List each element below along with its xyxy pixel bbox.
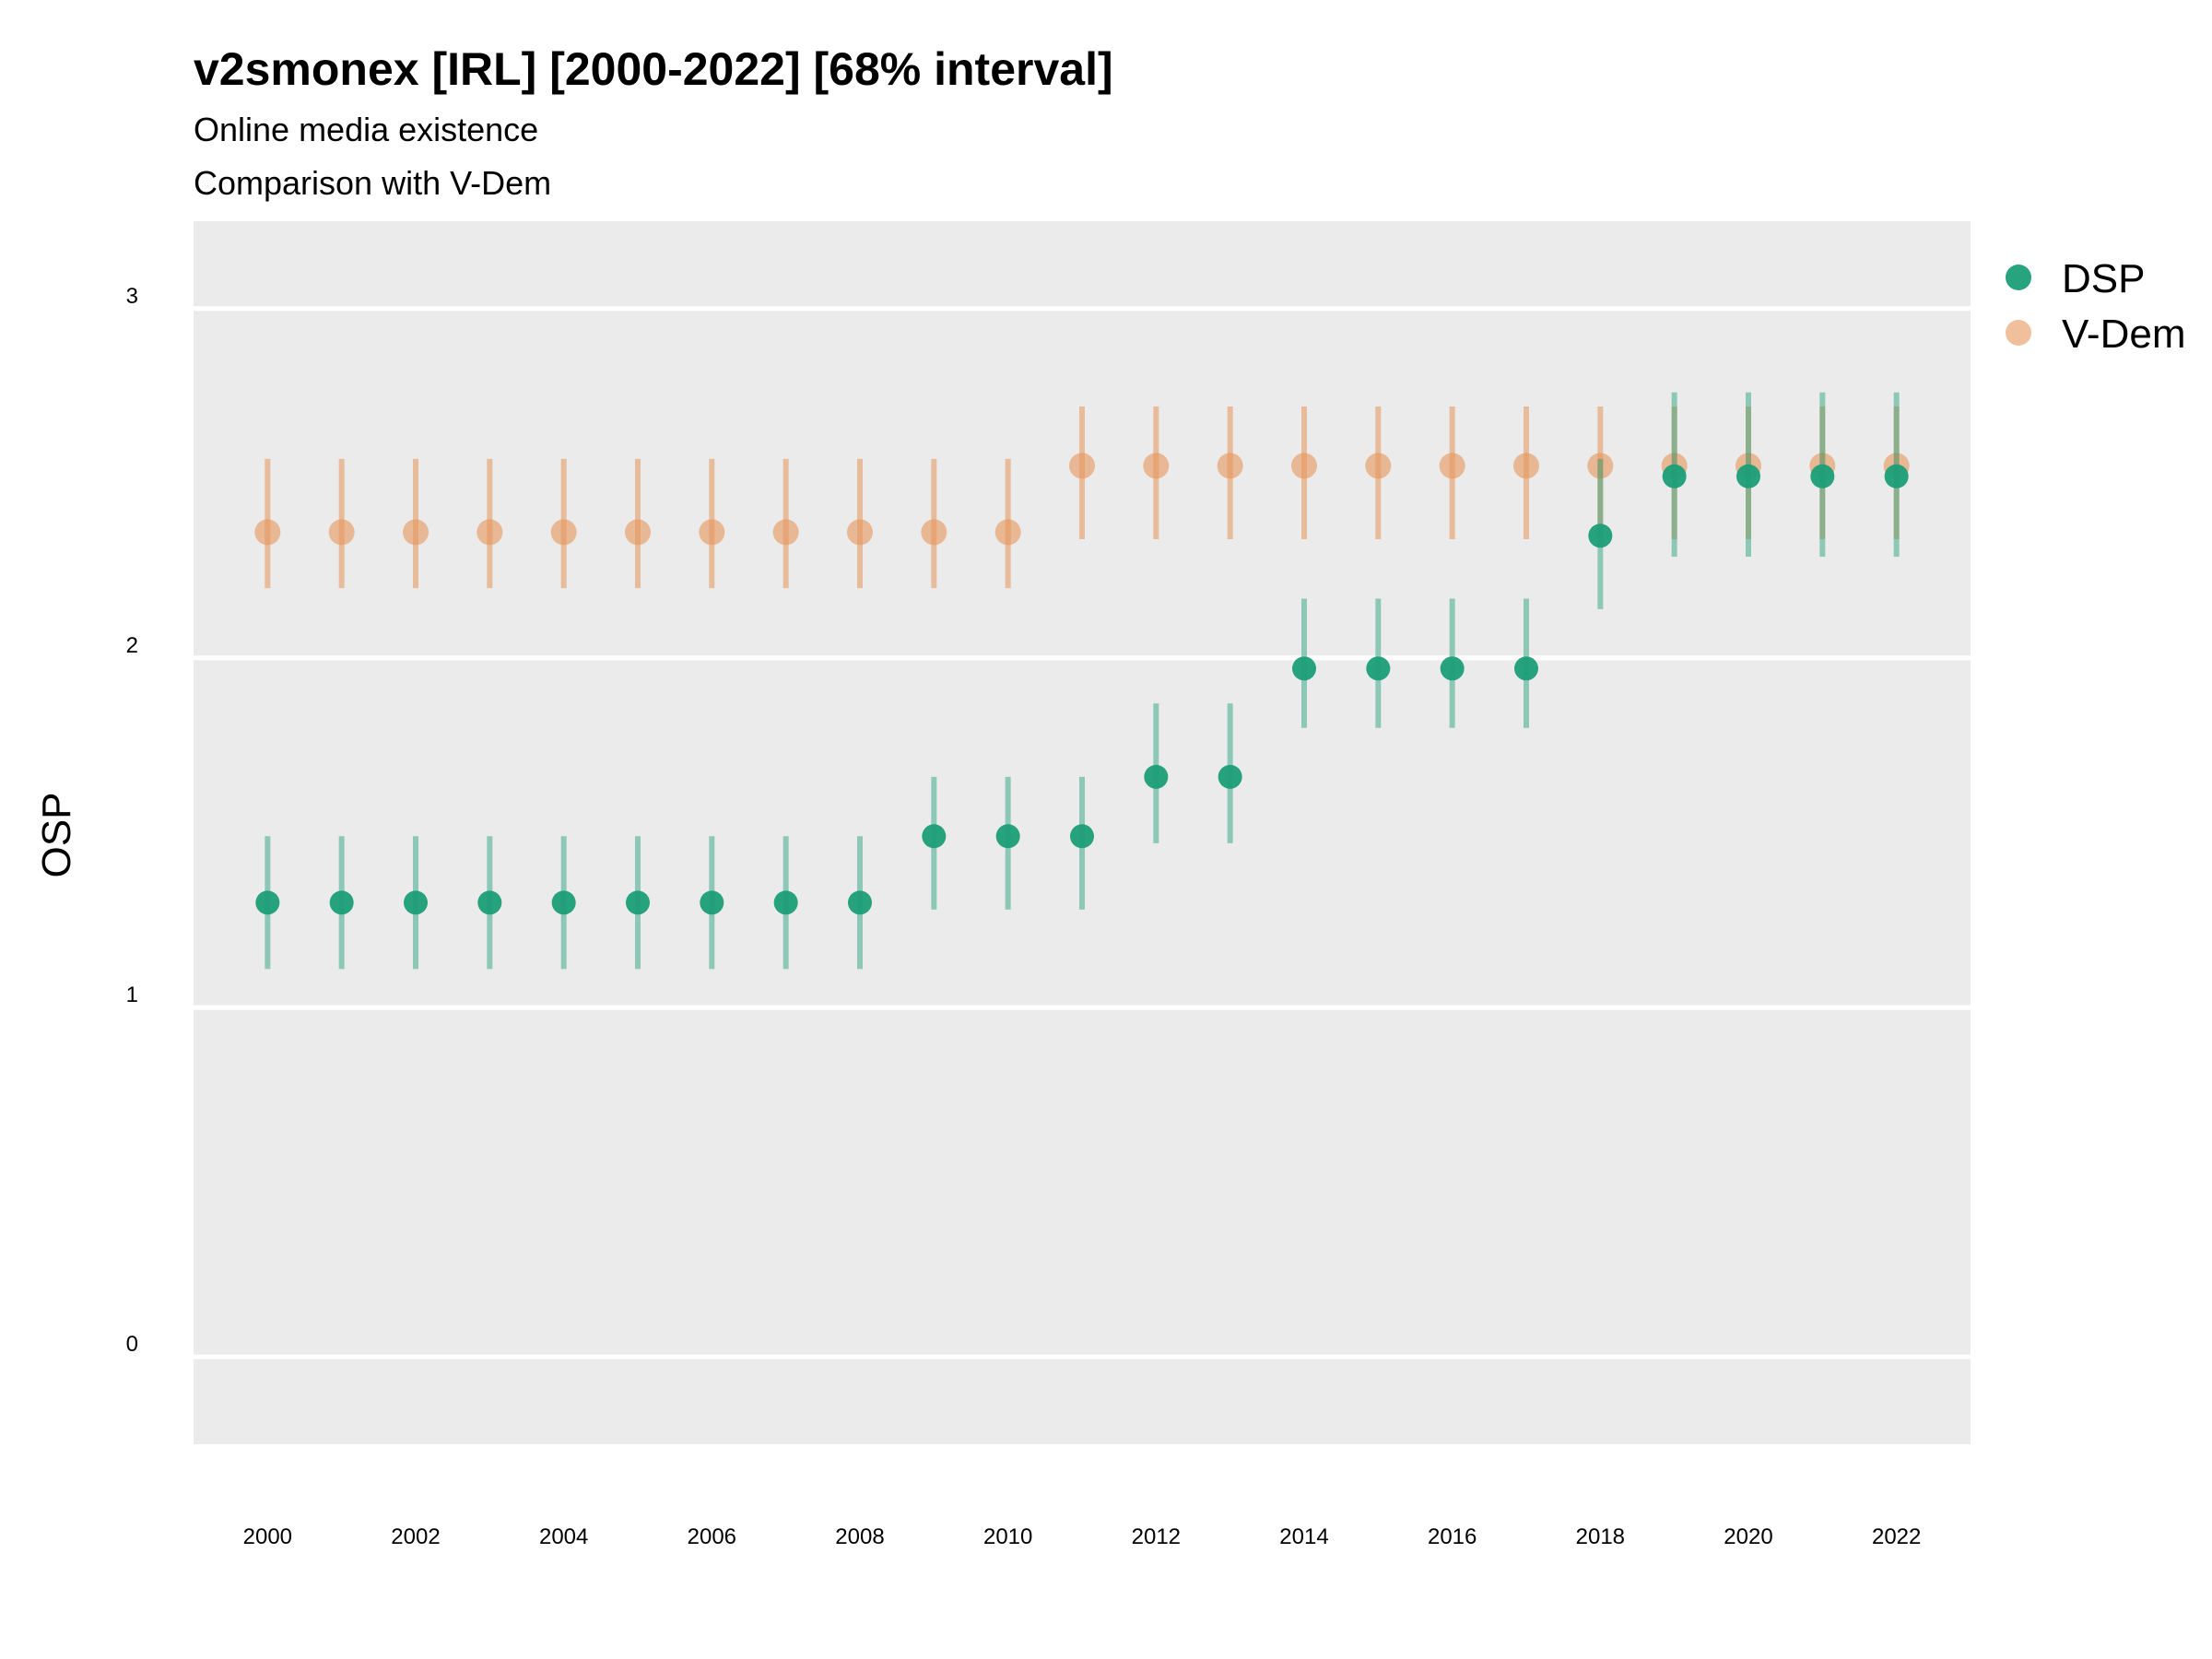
data-point-dsp — [329, 890, 354, 915]
data-point-dsp — [1070, 824, 1094, 849]
data-point-dsp — [1292, 656, 1316, 681]
data-point-vdem — [550, 519, 577, 546]
data-point-vdem — [1587, 453, 1614, 479]
data-point-dsp — [255, 890, 280, 915]
data-point-vdem — [699, 519, 725, 546]
data-point-dsp — [1662, 464, 1687, 488]
y-tick-label: 2 — [126, 633, 138, 658]
data-point-dsp — [1810, 464, 1835, 488]
chart-title: v2smonex [IRL] [2000-2022] [68% interval… — [194, 43, 1113, 95]
data-point-dsp — [848, 890, 872, 915]
data-point-vdem — [328, 519, 355, 546]
data-point-dsp — [404, 890, 428, 915]
series-dsp — [255, 392, 1909, 970]
data-point-vdem — [1143, 453, 1170, 479]
data-point-dsp — [1218, 764, 1242, 789]
data-point-dsp — [551, 890, 576, 915]
legend: DSP V-Dem — [2006, 256, 2185, 357]
x-tick-label: 2006 — [688, 1524, 736, 1549]
data-point-vdem — [1069, 453, 1095, 479]
y-tick-label: 3 — [126, 284, 138, 309]
data-point-vdem — [994, 519, 1021, 546]
x-tick-label: 2016 — [1428, 1524, 1477, 1549]
data-point-dsp — [1514, 656, 1538, 681]
data-point-vdem — [1439, 453, 1465, 479]
y-axis-label: OSP — [34, 793, 79, 878]
data-point-dsp — [1588, 524, 1613, 548]
x-tick-label: 2000 — [243, 1524, 292, 1549]
x-tick-label: 2022 — [1872, 1524, 1921, 1549]
y-axis-ticks: 0 1 2 3 — [126, 284, 138, 1357]
x-axis-ticks: 2000 2002 2004 2006 2008 2010 2012 2014 2016 2018… — [243, 1524, 1922, 1549]
data-point-dsp — [1884, 464, 1909, 488]
data-point-dsp — [477, 890, 502, 915]
y-tick-label: 0 — [126, 1332, 138, 1357]
x-tick-label: 2010 — [983, 1524, 1032, 1549]
data-point-dsp — [995, 824, 1020, 849]
gridlines — [155, 306, 1971, 1359]
data-point-vdem — [1513, 453, 1539, 479]
data-point-dsp — [1366, 656, 1391, 681]
chart-subtitle-line-1: Online media existence — [194, 111, 538, 148]
data-point-vdem — [625, 519, 651, 546]
x-tick-label: 2020 — [1724, 1524, 1772, 1549]
legend-marker-dsp — [2006, 265, 2031, 290]
data-point-vdem — [254, 519, 281, 546]
legend-label-vdem: V-Dem — [2062, 312, 2185, 357]
data-point-vdem — [847, 519, 873, 546]
data-point-dsp — [1440, 656, 1465, 681]
x-tick-label: 2014 — [1279, 1524, 1328, 1549]
x-tick-label: 2012 — [1132, 1524, 1181, 1549]
data-point-dsp — [1144, 764, 1169, 789]
data-point-vdem — [772, 519, 799, 546]
legend-label-dsp: DSP — [2062, 256, 2145, 301]
data-point-dsp — [773, 890, 798, 915]
data-point-vdem — [1291, 453, 1317, 479]
data-point-dsp — [922, 824, 947, 849]
chart-subtitle-line-2: Comparison with V-Dem — [194, 164, 551, 202]
legend-marker-vdem — [2006, 320, 2031, 346]
data-point-vdem — [1365, 453, 1392, 479]
data-point-vdem — [477, 519, 503, 546]
data-point-vdem — [921, 519, 947, 546]
x-tick-label: 2004 — [539, 1524, 588, 1549]
x-tick-label: 2002 — [391, 1524, 440, 1549]
x-tick-label: 2008 — [835, 1524, 884, 1549]
y-tick-label: 1 — [126, 982, 138, 1007]
data-series — [254, 392, 1910, 970]
data-point-dsp — [626, 890, 650, 915]
data-point-dsp — [700, 890, 724, 915]
data-point-vdem — [1217, 453, 1243, 479]
x-tick-label: 2018 — [1576, 1524, 1625, 1549]
data-point-vdem — [403, 519, 429, 546]
data-point-dsp — [1736, 464, 1760, 488]
